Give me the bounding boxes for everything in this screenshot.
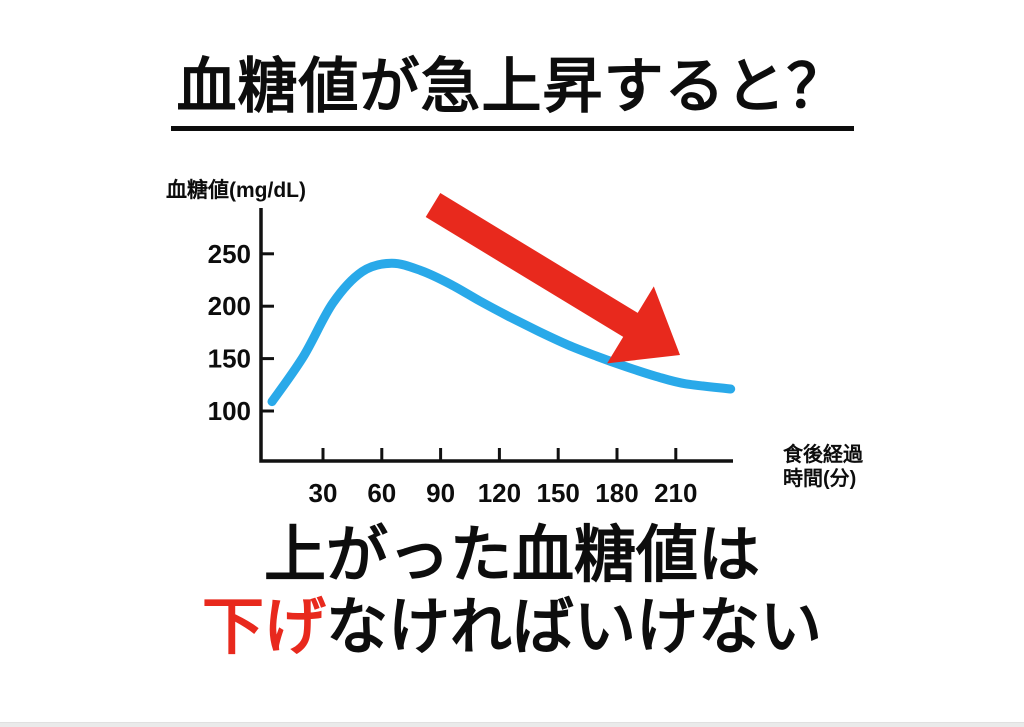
x-axis-label-line2: 時間(分) bbox=[783, 468, 857, 490]
y-tick-label: 150 bbox=[208, 344, 251, 374]
x-tick-label: 180 bbox=[595, 478, 638, 508]
x-tick-label: 150 bbox=[537, 478, 580, 508]
x-tick-label: 60 bbox=[367, 478, 396, 508]
y-tick-label: 250 bbox=[208, 239, 251, 269]
x-axis-label: 食後経過 時間(分) bbox=[783, 443, 863, 491]
chart-axes bbox=[259, 208, 733, 463]
x-tick-label: 30 bbox=[309, 478, 338, 508]
glucose-curve bbox=[267, 258, 736, 407]
caption-line2: 下げなければいけない bbox=[0, 592, 1024, 664]
x-tick-label: 120 bbox=[478, 478, 521, 508]
caption-line1: 上がった血糖値は bbox=[263, 521, 760, 590]
x-tick-label: 90 bbox=[426, 478, 455, 508]
caption: 上がった血糖値は 下げなければいけない bbox=[0, 520, 1024, 664]
down-arrow-icon bbox=[425, 193, 680, 364]
bottom-edge-bar bbox=[0, 722, 1024, 727]
page-title-text: 血糖値が急上昇すると？ bbox=[170, 52, 854, 131]
x-axis-label-line1: 食後経過 bbox=[783, 444, 863, 466]
y-axis-label: 血糖値(mg/dL) bbox=[166, 179, 306, 202]
caption-red-word: 下げ bbox=[201, 592, 326, 662]
y-tick-label: 100 bbox=[208, 396, 251, 426]
y-tick-label: 200 bbox=[208, 291, 251, 321]
caption-line2-rest: なければいけない bbox=[326, 592, 823, 662]
x-tick-label: 210 bbox=[654, 478, 697, 508]
page-title: 血糖値が急上昇すると？ bbox=[0, 52, 1024, 131]
